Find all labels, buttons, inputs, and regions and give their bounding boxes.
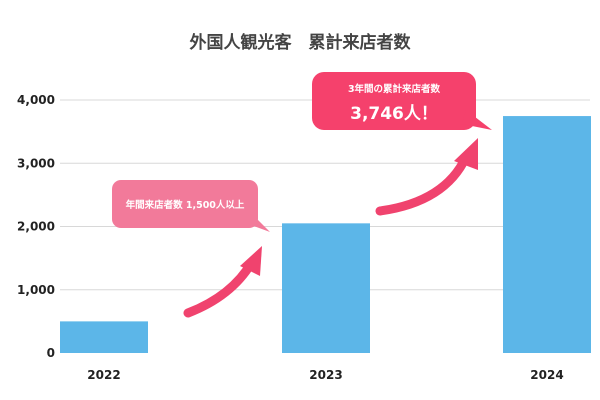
bar-2024 (503, 116, 591, 354)
bar-2023 (282, 223, 370, 353)
x-tick-label: 2024 (530, 368, 563, 382)
callout-1-tail (248, 212, 270, 232)
callout-1-text: 年間来店者数 1,500人以上 (126, 199, 245, 211)
arrows (183, 138, 478, 318)
arrow-2-shaft (375, 152, 471, 216)
arrow-2-head (454, 138, 478, 170)
bars (60, 116, 591, 354)
x-axis-ticks: 2022 2023 2024 (87, 368, 563, 382)
callout-2-line2: 3,746人！ (350, 104, 438, 124)
arrow-1-shaft (183, 257, 257, 318)
x-tick-label: 2023 (309, 368, 342, 382)
callout-1-bubble (112, 180, 258, 228)
callout-2-tail (462, 110, 492, 130)
callout-2-bubble (312, 72, 476, 130)
bar-2022 (60, 321, 148, 353)
callout-2-line1: 3年間の累計来店者数 (348, 83, 441, 95)
x-tick-label: 2022 (87, 368, 120, 382)
y-tick-label: 0 (47, 346, 55, 360)
y-tick-label: 4,000 (17, 93, 55, 107)
y-axis-ticks: 0 1,000 2,000 3,000 4,000 (17, 93, 55, 360)
y-tick-label: 1,000 (17, 283, 55, 297)
chart-title: 外国人観光客 累計来店者数 (190, 32, 412, 53)
y-tick-label: 2,000 (17, 220, 55, 234)
callouts: 年間来店者数 1,500人以上 3年間の累計来店者数 3,746人！ (112, 72, 492, 232)
y-tick-label: 3,000 (17, 156, 55, 170)
arrow-1-head (240, 246, 262, 276)
